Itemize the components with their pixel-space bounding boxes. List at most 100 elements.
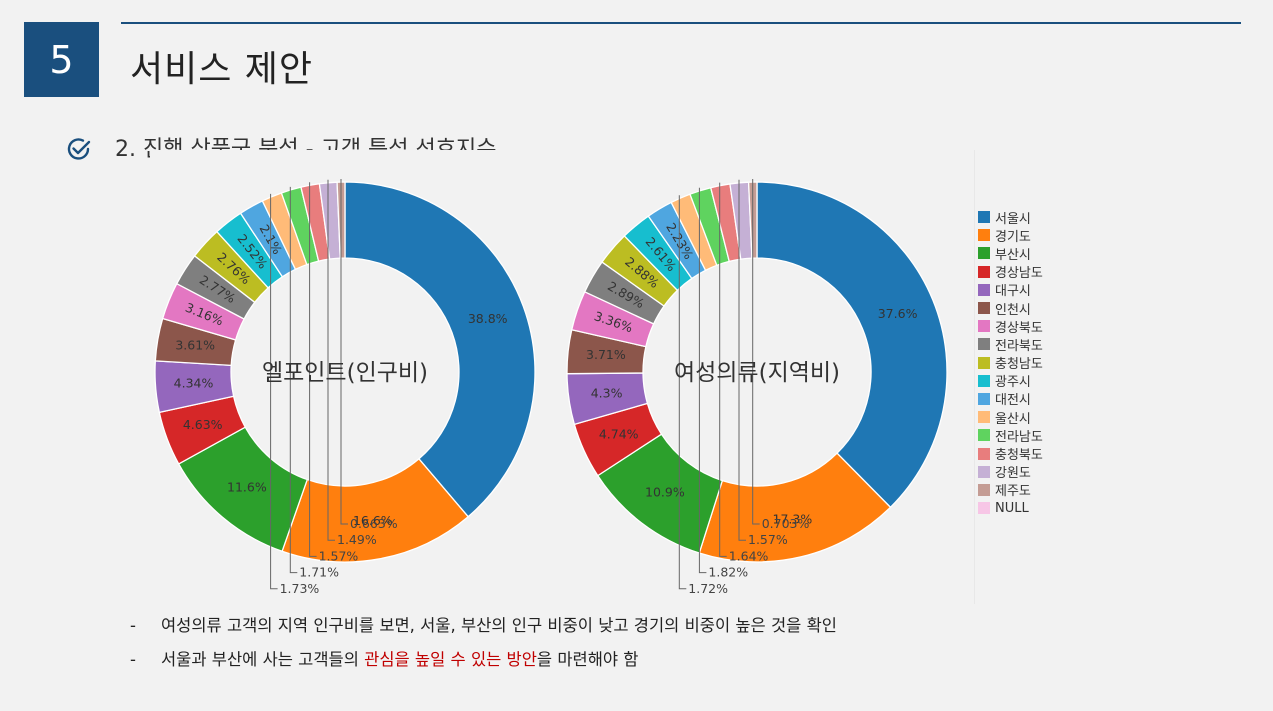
chart-2-slice-1 [756,181,948,509]
legend-item[interactable]: 울산시 [978,408,1043,427]
chart-1-slice-label-14: 1.57% [319,548,359,563]
page-title: 서비스 제안 [130,49,314,90]
legend-label: 대전시 [995,393,1031,409]
legend-item[interactable]: 전라남도 [978,426,1043,445]
chart-2-leader-16 [752,179,760,525]
legend-label: 전라남도 [995,429,1043,445]
chart-2-leader-13 [698,187,707,574]
note-line-2-text: 서울과 부산에 사는 고객들의 [161,650,365,669]
legend-label: 서울시 [995,211,1031,227]
legend-item[interactable]: 부산시 [978,244,1043,263]
legend-swatch [978,392,990,405]
legend-label: 광주시 [995,375,1031,391]
chart-1-leader-13 [289,186,298,574]
legend-label: NULL [995,500,1029,516]
chart-2-center-label: 여성의류(지역비) [674,360,840,386]
legend-item[interactable]: 경기도 [978,226,1043,245]
legend-item[interactable]: 경상남도 [978,263,1043,281]
chart-1-slice-1 [344,181,536,518]
chart-1-slice-label-13: 1.71% [299,565,339,580]
legend-swatch [978,502,990,515]
legend-item[interactable]: 충청남도 [978,354,1043,372]
legend-label: 울산시 [995,411,1031,427]
chart-1-slice-label-12: 1.73% [280,581,320,596]
chart-2-leader-15 [738,179,746,541]
bullet-dash: - [130,650,136,669]
chart-2-slice-label-1: 37.6% [878,306,918,321]
chart-2-slice-label-14: 1.64% [729,548,769,563]
chart-2-slice-label-4: 4.74% [599,427,639,442]
legend-item[interactable]: 충청북도 [978,444,1043,464]
chart-1-slice-label-15: 1.49% [337,532,377,547]
check-circle-icon [67,138,91,160]
chart-2-leader-12 [678,195,687,590]
chart-1-leader-14 [309,182,317,557]
legend-label: 충청남도 [995,357,1043,373]
chart-1-center-label: 엘포인트(인구비) [262,360,428,386]
legend-label: 전라북도 [995,338,1043,354]
legend-swatch [978,302,990,315]
chart-2-slice-label-2: 17.3% [773,511,813,526]
bullet-dash: - [130,616,136,635]
chart-2-slice-label-6: 3.71% [586,347,626,362]
chart-2-slice-label-15: 1.57% [748,532,788,547]
legend-swatch [978,356,990,369]
legend-swatch [978,338,990,351]
chart-panel: 38.8% 16.6% 11.6% 4.63% 4.34% 3.61% 3.16% 2.77%… [150,150,975,604]
legend-item[interactable]: 강원도 [978,463,1043,481]
legend-item[interactable]: 대전시 [978,390,1043,408]
legend-item[interactable]: 제주도 [978,481,1043,499]
legend-label: 부산시 [995,247,1031,263]
legend-label: 대구시 [995,284,1031,300]
header-divider [121,22,1241,24]
legend-label: 경기도 [995,229,1031,245]
chart-1-slice-label-5: 4.34% [174,375,214,390]
donut-charts: 38.8%16.6%11.6%4.63%4.34%3.61%3.16%2.77%… [154,179,948,596]
legend-label: 강원도 [995,466,1031,482]
legend-item[interactable]: 대구시 [978,281,1043,299]
chart-2-slice-label-12: 1.72% [688,581,728,596]
legend-swatch [978,283,990,296]
legend-swatch [978,211,990,224]
chart-1-slice-label-3: 11.6% [227,480,267,495]
legend-label: 경상남도 [995,266,1043,282]
chart-2-slice-label-13: 1.82% [708,565,748,580]
legend-item[interactable]: NULL [978,499,1043,517]
legend-swatch [978,447,990,460]
legend-label: 충청북도 [995,448,1043,464]
chart-1-slice-label-1: 38.8% [468,311,508,326]
legend-swatch [978,374,990,387]
note-line-2: - 서울과 부산에 사는 고객들의 관심을 높일 수 있는 방안을 마련해야 함 [130,646,639,670]
legend-swatch [978,229,990,242]
section-number-badge: 5 [24,22,99,97]
legend-swatch [978,465,990,478]
chart-2-slice-label-16: 0.703% [762,516,810,531]
legend-item[interactable]: 전라북도 [978,335,1043,354]
legend-label: 경상북도 [995,320,1043,336]
legend-item[interactable]: 인천시 [978,299,1043,318]
legend-item[interactable]: 경상북도 [978,317,1043,336]
legend-label: 인천시 [995,302,1031,318]
note-highlight: 관심을 높일 수 있는 방안 [364,650,537,669]
legend-label: 제주도 [995,484,1031,500]
legend-swatch [978,483,990,496]
legend-item[interactable]: 서울시 [978,208,1043,227]
legend-item[interactable]: 광주시 [978,372,1043,390]
chart-2-slice-label-5: 4.3% [591,385,623,400]
chart-1-slice-label-16: 0.663% [350,516,398,531]
chart-2-leader-14 [719,182,727,557]
chart-1-slice-label-2: 16.6% [353,513,393,528]
chart-1-slice-label-6: 3.61% [175,338,215,353]
chart-1-leader-12 [270,193,278,590]
legend-swatch [978,265,990,278]
chart-2-slice-label-3: 10.9% [645,484,685,499]
chart-1-leader-16 [340,179,348,525]
legend-swatch [978,320,990,333]
legend-swatch [978,411,990,424]
chart-1-slice-label-4: 4.63% [183,417,223,432]
legend-swatch [978,247,990,260]
note-line-2-tail: 을 마련해야 함 [536,650,639,669]
chart-1-leader-15 [327,179,335,541]
note-line-1: - 여성의류 고객의 지역 인구비를 보면, 서울, 부산의 인구 비중이 낮고 … [130,612,837,636]
